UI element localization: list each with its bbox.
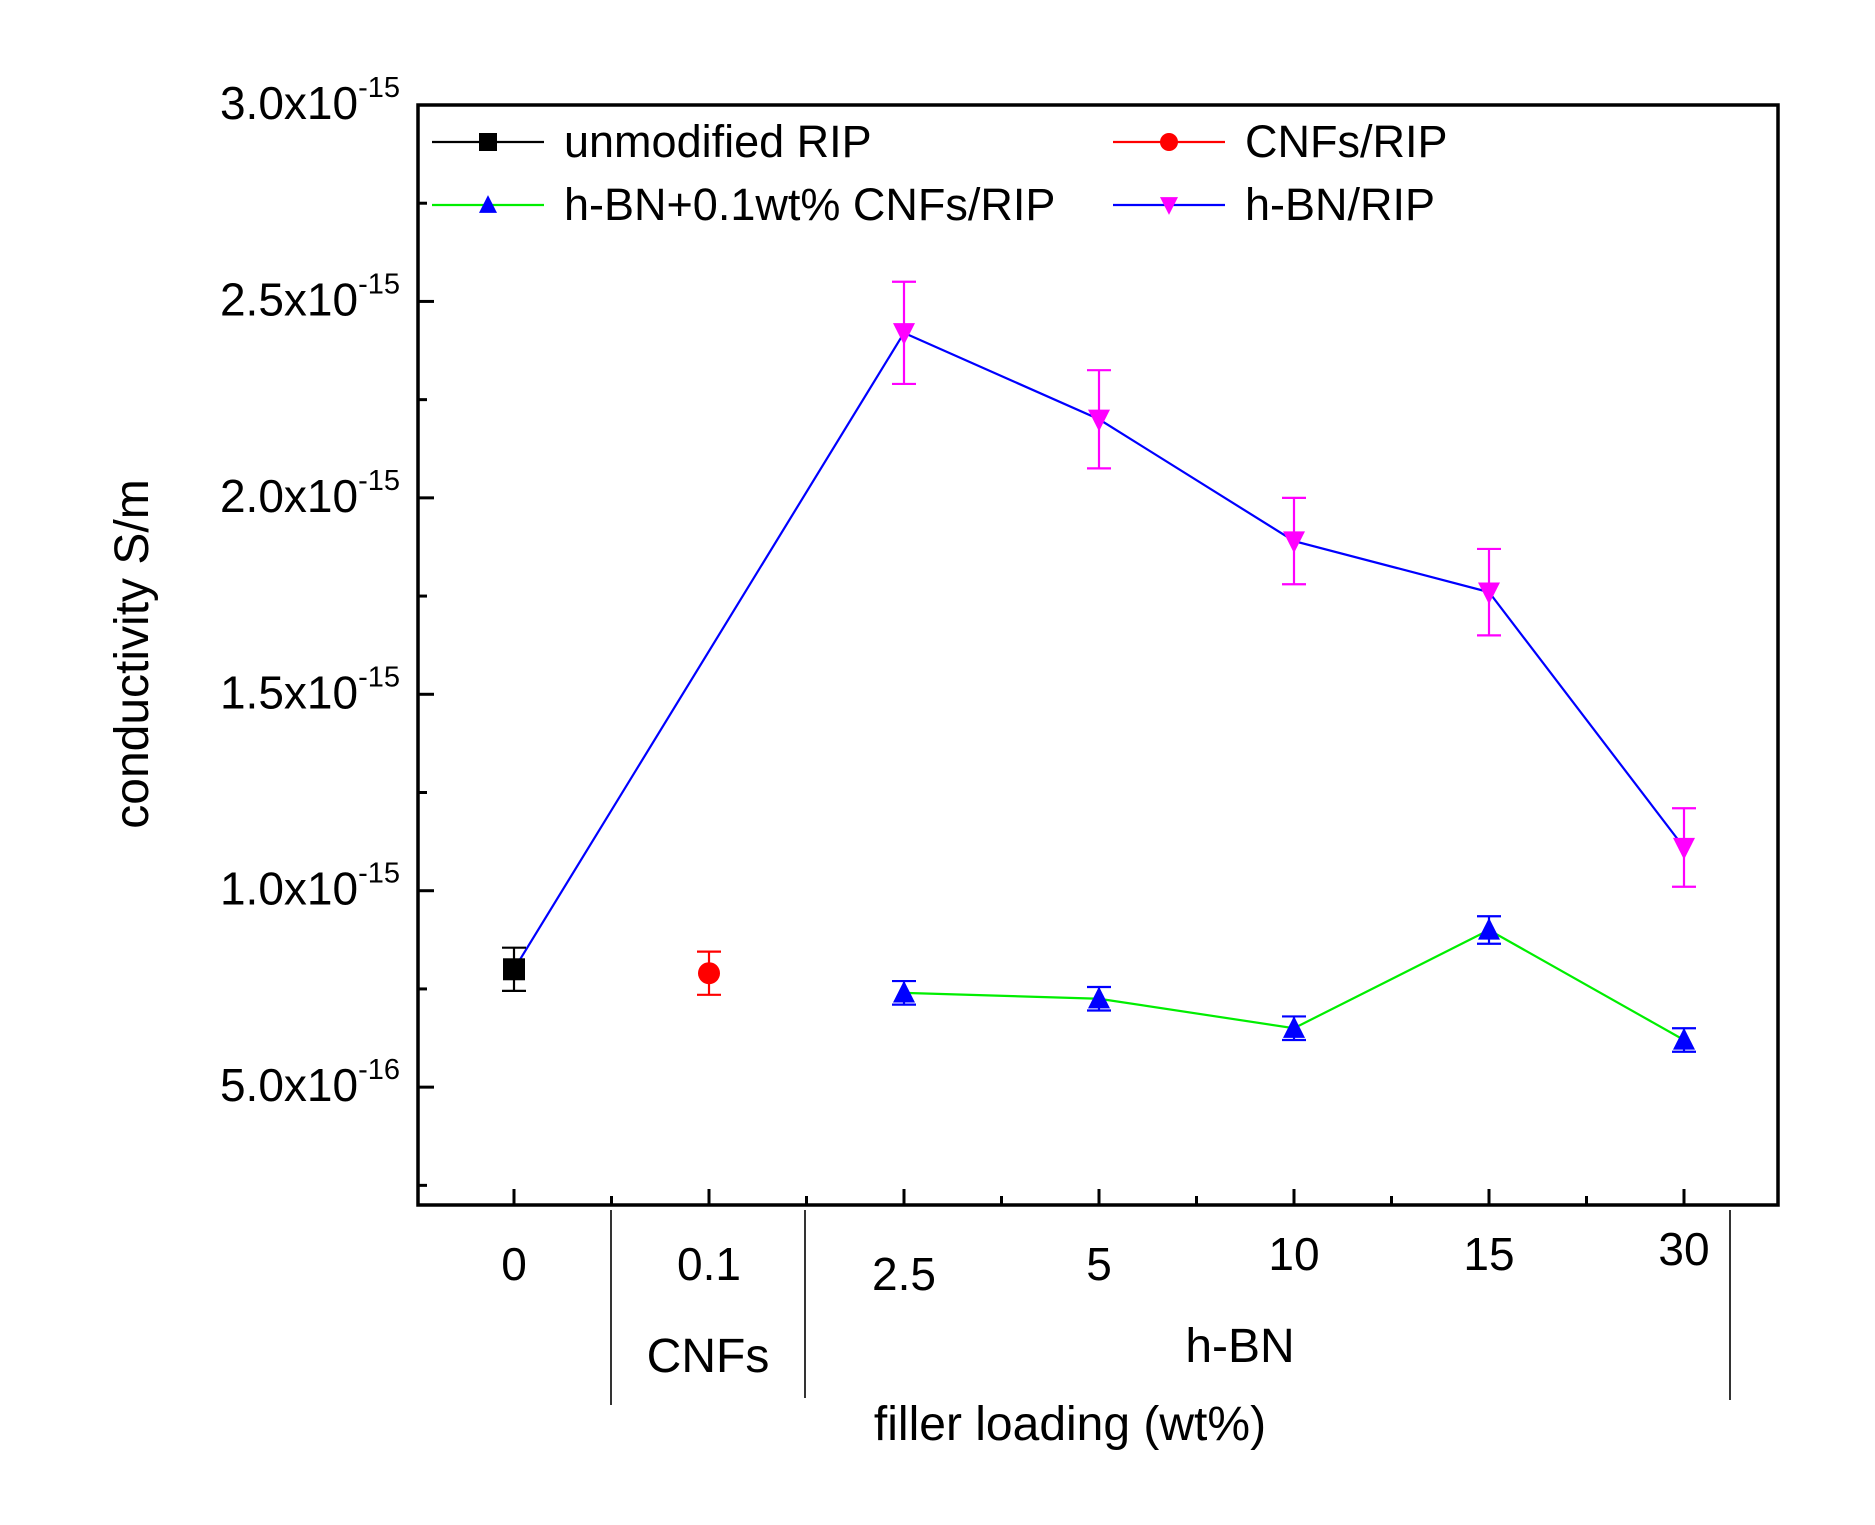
x-tick-label: 30 <box>1658 1223 1709 1275</box>
data-point-2-4 <box>1673 1027 1695 1050</box>
data-point-3-2 <box>1283 531 1305 554</box>
y-tick-label: 1.0x10-15 <box>220 858 400 915</box>
y-axis-title: conductivity S/m <box>106 479 159 828</box>
legend-marker-1 <box>1160 133 1178 151</box>
x-tick-label: 5 <box>1086 1238 1112 1290</box>
data-point-2-3 <box>1478 917 1500 940</box>
legend: unmodified RIP CNFs/RIP h-BN+0.1wt% CNFs/R… <box>432 116 1448 230</box>
legend-label-1: CNFs/RIP <box>1245 116 1448 167</box>
data-point-2-2 <box>1283 1016 1305 1038</box>
data-point-0-0 <box>503 958 525 981</box>
legend-marker-2 <box>479 195 497 213</box>
data-point-3-0 <box>893 323 915 345</box>
x-tick-label: 15 <box>1463 1228 1514 1280</box>
data-point-2-0 <box>893 980 915 1003</box>
x-tick-label: 0 <box>501 1238 527 1290</box>
data-point-2-1 <box>1088 986 1110 1009</box>
group-label-1: h-BN <box>1185 1320 1294 1373</box>
group-label-0: CNFs <box>647 1330 770 1383</box>
data-point-3-3 <box>1478 582 1500 605</box>
x-tick-label: 2.5 <box>872 1248 936 1300</box>
x-tick-label: 10 <box>1268 1228 1319 1280</box>
legend-label-2: h-BN+0.1wt% CNFs/RIP <box>564 179 1055 230</box>
data-point-3-1 <box>1088 409 1110 432</box>
legend-marker-0 <box>479 133 497 151</box>
data-point-3-4 <box>1673 837 1695 860</box>
x-tick-label: 0.1 <box>677 1238 741 1290</box>
y-tick-label: 3.0x10-15 <box>220 72 400 129</box>
x-axis-title: filler loading (wt%) <box>874 1398 1266 1451</box>
legend-label-3: h-BN/RIP <box>1245 179 1435 230</box>
data-point-1-0 <box>698 962 720 985</box>
legend-label-0: unmodified RIP <box>564 116 872 167</box>
series-line-3 <box>513 331 1685 970</box>
series-points <box>502 280 1696 1053</box>
legend-marker-3 <box>1160 197 1178 215</box>
